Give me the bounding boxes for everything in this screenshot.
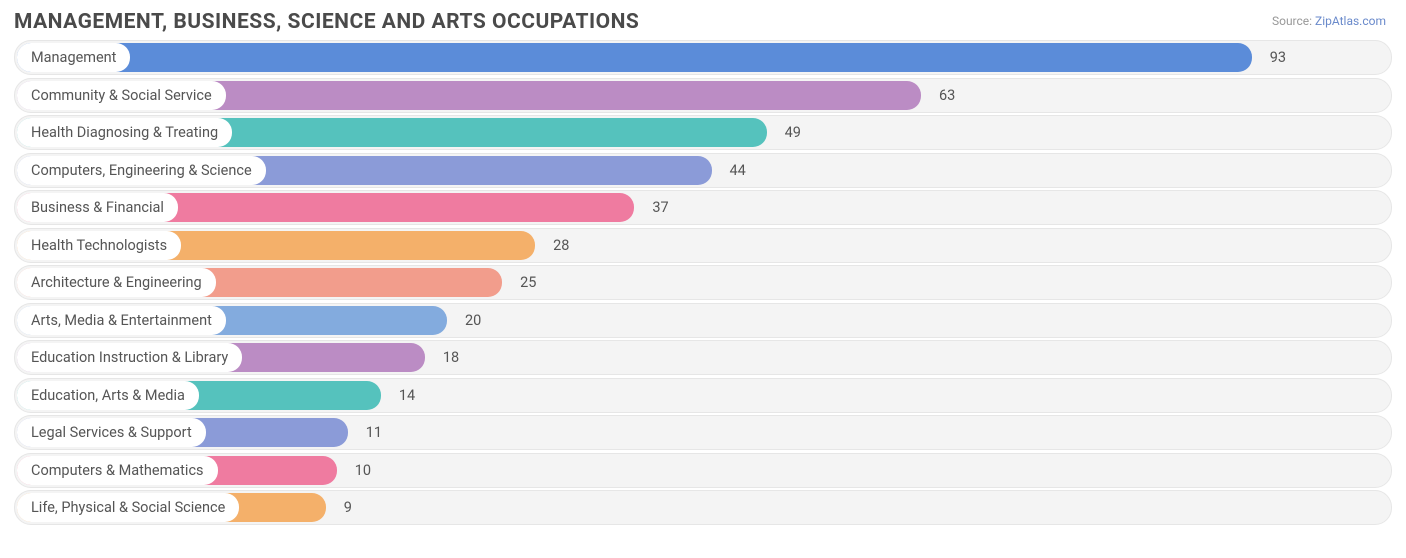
value-label: 37 xyxy=(642,190,668,225)
category-label-pill: Health Technologists xyxy=(17,231,181,260)
category-label: Business & Financial xyxy=(31,199,164,216)
value-label: 49 xyxy=(775,115,801,150)
category-label: Computers & Mathematics xyxy=(31,462,204,479)
value-label: 10 xyxy=(345,453,371,488)
value-label: 14 xyxy=(389,378,415,413)
value-label: 93 xyxy=(1260,40,1286,75)
value-label: 18 xyxy=(433,340,459,375)
bar-row: Education, Arts & Media 14 xyxy=(14,378,1392,413)
chart-container: MANAGEMENT, BUSINESS, SCIENCE AND ARTS O… xyxy=(0,0,1406,558)
category-label: Arts, Media & Entertainment xyxy=(31,312,212,329)
x-axis: 050100 xyxy=(14,528,1392,529)
bar-row: Education Instruction & Library 18 xyxy=(14,340,1392,375)
bar-row: Business & Financial 37 xyxy=(14,190,1392,225)
category-label: Education, Arts & Media xyxy=(31,387,185,404)
category-label-pill: Computers, Engineering & Science xyxy=(17,156,266,185)
category-label: Health Technologists xyxy=(31,237,167,254)
value-label: 11 xyxy=(356,415,382,450)
category-label-pill: Education, Arts & Media xyxy=(17,381,199,410)
category-label: Community & Social Service xyxy=(31,87,212,104)
category-label-pill: Architecture & Engineering xyxy=(17,268,216,297)
category-label-pill: Life, Physical & Social Science xyxy=(17,493,239,522)
category-label-pill: Legal Services & Support xyxy=(17,418,206,447)
bar xyxy=(17,43,1252,72)
category-label: Education Instruction & Library xyxy=(31,349,228,366)
source-prefix: Source: xyxy=(1272,14,1315,28)
category-label: Architecture & Engineering xyxy=(31,274,202,291)
bar-row: Arts, Media & Entertainment 20 xyxy=(14,303,1392,338)
value-label: 20 xyxy=(455,303,481,338)
bar-row: Computers & Mathematics 10 xyxy=(14,453,1392,488)
category-label: Management xyxy=(31,49,116,66)
category-label: Legal Services & Support xyxy=(31,424,192,441)
chart-title: MANAGEMENT, BUSINESS, SCIENCE AND ARTS O… xyxy=(14,10,1392,34)
category-label: Computers, Engineering & Science xyxy=(31,162,252,179)
value-label: 44 xyxy=(720,153,746,188)
bar-row: Life, Physical & Social Science 9 xyxy=(14,490,1392,525)
value-label: 25 xyxy=(510,265,536,300)
bar-row: Health Technologists 28 xyxy=(14,228,1392,263)
source-attribution: Source: ZipAtlas.com xyxy=(1272,14,1386,28)
bar-row: Architecture & Engineering 25 xyxy=(14,265,1392,300)
value-label: 63 xyxy=(929,78,955,113)
bar-row: Computers, Engineering & Science 44 xyxy=(14,153,1392,188)
bar-row: Community & Social Service 63 xyxy=(14,78,1392,113)
bar-row: Health Diagnosing & Treating 49 xyxy=(14,115,1392,150)
category-label: Life, Physical & Social Science xyxy=(31,499,225,516)
value-label: 28 xyxy=(543,228,569,263)
source-link[interactable]: ZipAtlas.com xyxy=(1315,14,1386,28)
category-label-pill: Management xyxy=(17,43,130,72)
category-label-pill: Arts, Media & Entertainment xyxy=(17,306,226,335)
category-label-pill: Education Instruction & Library xyxy=(17,343,242,372)
chart-area: Management 93 Community & Social Service 63… xyxy=(14,40,1392,528)
category-label-pill: Business & Financial xyxy=(17,193,178,222)
category-label: Health Diagnosing & Treating xyxy=(31,124,218,141)
value-label: 9 xyxy=(334,490,352,525)
category-label-pill: Community & Social Service xyxy=(17,81,226,110)
category-label-pill: Health Diagnosing & Treating xyxy=(17,118,232,147)
category-label-pill: Computers & Mathematics xyxy=(17,456,218,485)
bar-rows: Management 93 Community & Social Service 63… xyxy=(14,40,1392,525)
bar-row: Management 93 xyxy=(14,40,1392,75)
bar-row: Legal Services & Support 11 xyxy=(14,415,1392,450)
